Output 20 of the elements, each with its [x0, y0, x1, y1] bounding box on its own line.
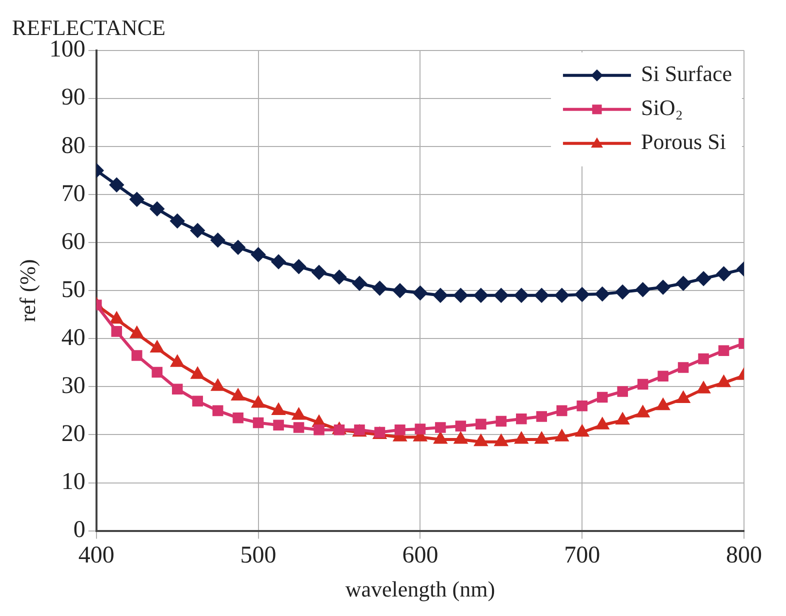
- y-tick-label: 40: [61, 324, 86, 351]
- legend-label: Si Surface: [640, 61, 732, 86]
- y-tick-label: 0: [73, 517, 86, 544]
- y-tick-label: 10: [61, 469, 86, 496]
- y-tick-label: 50: [61, 276, 86, 303]
- y-tick-label: 70: [61, 180, 86, 207]
- legend-label: Porous Si: [640, 129, 726, 154]
- x-tick-label: 800: [726, 542, 762, 568]
- y-tick-label: 60: [61, 228, 86, 255]
- x-tick-label: 700: [564, 542, 600, 568]
- legend-label: SiO₂: [640, 95, 683, 120]
- y-tick-label: 90: [61, 84, 86, 111]
- x-tick-label: 600: [402, 542, 438, 568]
- x-tick-label: 400: [78, 542, 114, 568]
- y-tick-label: 20: [61, 421, 86, 448]
- y-axis-title: ref (%): [14, 259, 40, 322]
- y-tick-label: 80: [61, 132, 86, 159]
- y-tick-label: 30: [61, 372, 86, 399]
- x-axis-title: wavelength (nm): [345, 576, 496, 602]
- x-tick-label: 500: [240, 542, 276, 568]
